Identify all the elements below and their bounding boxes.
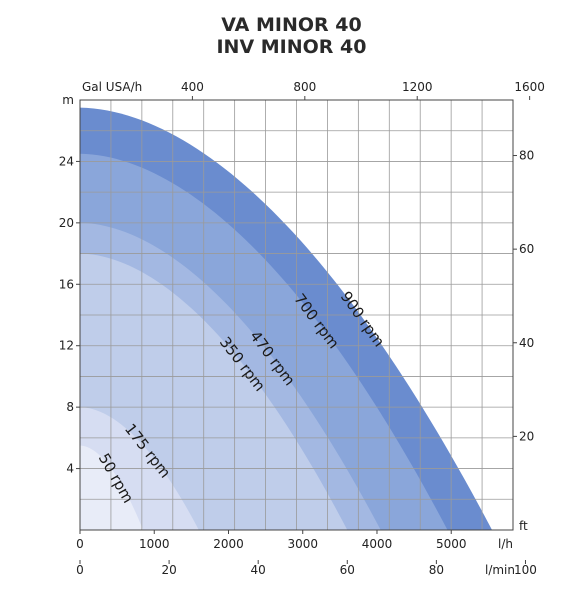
x2-tick-label: 60 bbox=[340, 563, 355, 577]
x-top-tick-label: 800 bbox=[293, 80, 316, 94]
y-right-tick-label: 20 bbox=[519, 429, 534, 443]
y-tick-label: 4 bbox=[66, 462, 74, 476]
y-axis-unit: m bbox=[62, 93, 74, 107]
area-50-rpm bbox=[80, 445, 144, 530]
y-tick-label: 8 bbox=[66, 400, 74, 414]
y-right-axis-unit: ft bbox=[519, 519, 528, 533]
chart-title: VA MINOR 40 INV MINOR 40 bbox=[0, 14, 583, 58]
x2-tick-label: 20 bbox=[161, 563, 176, 577]
chart-title-line-2: INV MINOR 40 bbox=[216, 36, 367, 58]
x2-tick-label: 80 bbox=[429, 563, 444, 577]
x-tick-label: 4000 bbox=[362, 537, 393, 551]
x-top-tick-label: 1200 bbox=[402, 80, 433, 94]
x2-tick-label: 100 bbox=[514, 563, 537, 577]
y-tick-label: 12 bbox=[59, 339, 74, 353]
chart-title-line-1: VA MINOR 40 bbox=[221, 14, 362, 36]
x-axis-unit: l/h bbox=[498, 537, 513, 551]
x-top-tick-label: 400 bbox=[181, 80, 204, 94]
x-top-axis-unit: Gal USA/h bbox=[82, 80, 142, 94]
x-tick-label: 1000 bbox=[139, 537, 170, 551]
x-tick-label: 0 bbox=[76, 537, 84, 551]
x-tick-label: 3000 bbox=[287, 537, 318, 551]
y-right-tick-label: 40 bbox=[519, 336, 534, 350]
y-right-tick-label: 60 bbox=[519, 242, 534, 256]
y-tick-label: 20 bbox=[59, 216, 74, 230]
grid-lines bbox=[80, 100, 513, 530]
y-tick-label: 16 bbox=[59, 277, 74, 291]
y-right-tick-label: 80 bbox=[519, 149, 534, 163]
x2-axis-unit: l/min bbox=[485, 563, 515, 577]
x-tick-label: 2000 bbox=[213, 537, 244, 551]
x-tick-label: 5000 bbox=[436, 537, 467, 551]
x-top-tick-label: 1600 bbox=[514, 80, 545, 94]
plot-frame bbox=[79, 99, 514, 531]
y-tick-label: 24 bbox=[59, 154, 74, 168]
x2-tick-label: 0 bbox=[76, 563, 84, 577]
tick-marks bbox=[76, 96, 531, 564]
x2-tick-label: 40 bbox=[251, 563, 266, 577]
